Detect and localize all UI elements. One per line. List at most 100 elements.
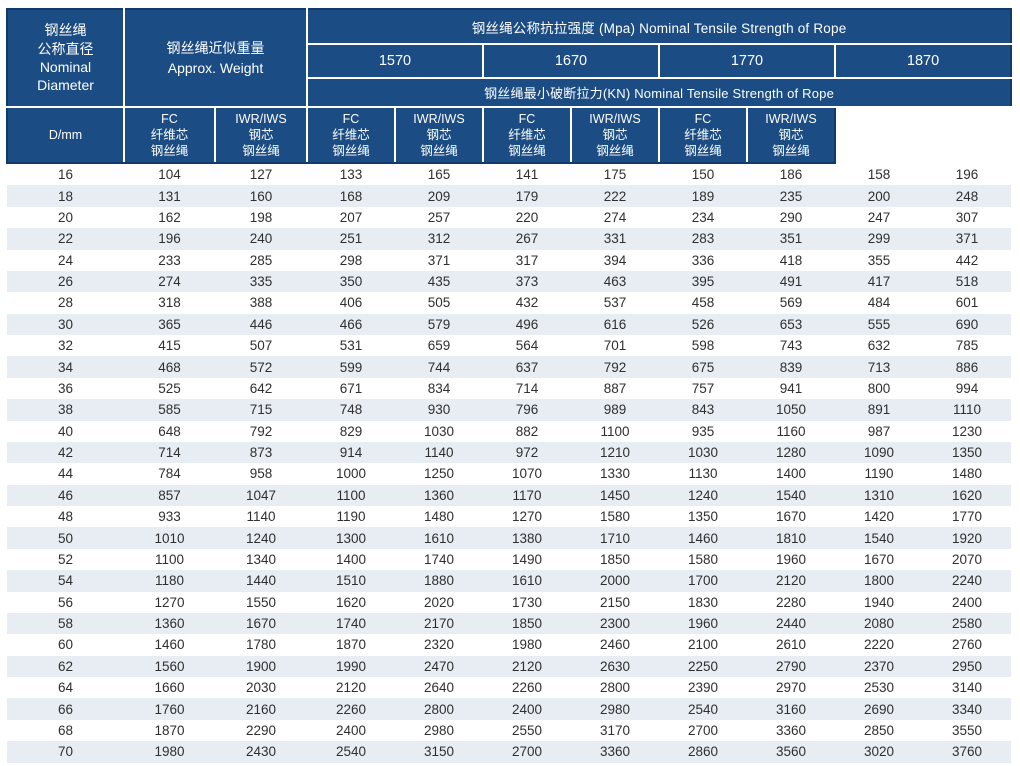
value-cell: 989 — [603, 402, 627, 418]
value-cell: 2860 — [687, 744, 719, 760]
value-cell: 1360 — [154, 616, 185, 632]
value-cell: 2220 — [863, 637, 895, 653]
value-cell: 1210 — [599, 445, 631, 461]
value-cell: 2400 — [335, 722, 367, 738]
table-header: 钢丝绳 公称直径 Nominal Diameter 钢丝绳近似重量 Approx… — [6, 7, 1013, 164]
diameter-header-line: Nominal — [39, 59, 92, 75]
table-row: 52 1100 1340 1400 1740 1490 1850 1580 1960 1670 20… — [7, 549, 1011, 570]
value-cell: 220 — [515, 209, 539, 225]
value-cell: 2950 — [952, 658, 983, 674]
value-cell: 930 — [427, 402, 451, 418]
value-cell: 2120 — [511, 658, 543, 674]
table-row: 36 525 642 671 834 714 887 757 941 800 994 — [7, 378, 1011, 399]
value-cell: 2260 — [511, 680, 543, 696]
weight-header: 钢丝绳近似重量 Approx. Weight — [123, 8, 308, 108]
table-row: 66 1760 2160 2260 2800 2400 2980 2540 3160 2690 33… — [7, 698, 1012, 720]
value-cell: 2030 — [245, 680, 277, 696]
value-cell: 537 — [603, 295, 627, 311]
header-row-top: 钢丝绳 公称直径 Nominal Diameter 钢丝绳近似重量 Approx… — [6, 7, 1013, 108]
value-cell: 2240 — [952, 573, 983, 589]
diameter-cell: 54 — [57, 573, 74, 589]
value-cell: 233 — [158, 252, 181, 268]
value-cell: 415 — [158, 338, 181, 354]
value-cell: 935 — [691, 423, 715, 439]
value-cell: 463 — [603, 274, 627, 290]
value-cell: 235 — [779, 188, 803, 204]
value-cell: 675 — [691, 359, 715, 375]
diameter-cell: 34 — [57, 359, 74, 375]
value-cell: 198 — [249, 209, 273, 225]
value-cell: 1780 — [245, 637, 277, 653]
value-cell: 133 — [339, 167, 363, 183]
value-cell: 839 — [779, 359, 803, 375]
value-cell: 257 — [427, 209, 451, 225]
grade-row: 1570 1670 1770 1870 — [7, 43, 1013, 79]
value-cell: 1180 — [154, 573, 185, 589]
value-cell: 466 — [339, 316, 363, 332]
value-cell: 1980 — [511, 637, 543, 653]
value-cell: 1400 — [775, 466, 807, 482]
value-cell: 3170 — [599, 722, 631, 738]
value-cell: 1740 — [335, 616, 367, 632]
value-cell: 247 — [867, 209, 891, 225]
value-cell: 168 — [339, 188, 363, 204]
value-cell: 2610 — [775, 637, 807, 653]
diameter-cell: 26 — [57, 274, 74, 290]
value-cell: 1400 — [335, 551, 367, 567]
value-cell: 350 — [339, 274, 363, 290]
value-cell: 525 — [158, 380, 181, 396]
value-cell: 1710 — [599, 530, 631, 546]
value-cell: 1450 — [599, 487, 631, 503]
value-cell: 1300 — [335, 530, 367, 546]
value-cell: 1047 — [245, 487, 277, 503]
value-cell: 1740 — [423, 551, 455, 567]
value-cell: 290 — [779, 209, 803, 225]
value-cell: 834 — [427, 380, 451, 396]
diameter-cell: 50 — [57, 530, 74, 546]
value-cell: 796 — [515, 402, 539, 418]
table-row: 26 274 335 350 435 373 463 395 491 417 518 — [7, 270, 1012, 293]
value-cell: 3340 — [952, 701, 983, 717]
value-cell: 248 — [955, 188, 979, 204]
table-row: 22 196 240 251 312 267 331 283 351 299 371 — [7, 228, 1012, 250]
value-cell: 331 — [603, 231, 627, 247]
diameter-header-line: Diameter — [37, 77, 94, 94]
value-cell: 659 — [427, 338, 451, 354]
value-cell: 2970 — [775, 680, 807, 696]
value-cell: 127 — [249, 167, 273, 183]
value-cell: 1960 — [775, 551, 807, 567]
value-cell: 1730 — [511, 594, 543, 610]
value-cell: 1670 — [775, 509, 807, 525]
diameter-cell: 18 — [57, 188, 74, 204]
value-cell: 564 — [515, 338, 539, 354]
diameter-cell: 24 — [57, 252, 74, 268]
table-row: 40 648 792 829 1030 882 1100 935 1160 987 1230 — [7, 421, 1011, 442]
value-cell: 351 — [779, 231, 803, 247]
diameter-cell: 30 — [57, 316, 74, 332]
value-cell: 507 — [249, 338, 273, 354]
value-cell: 1960 — [687, 616, 719, 632]
value-cell: 251 — [339, 231, 363, 247]
value-cell: 800 — [867, 380, 891, 396]
value-cell: 1610 — [423, 530, 455, 546]
value-cell: 891 — [867, 402, 891, 418]
value-cell: 186 — [779, 167, 803, 183]
table-row: 32 415 507 531 659 564 701 598 743 632 785 — [7, 335, 1011, 356]
value-cell: 3140 — [952, 680, 983, 696]
table-row: 16 104 127 133 165 141 175 150 186 158 196 — [7, 163, 1011, 185]
value-cell: 1980 — [154, 744, 185, 760]
table-row: 70 1980 2430 2540 3150 2700 3360 2860 3560 3020 37… — [7, 741, 1012, 763]
value-cell: 307 — [955, 209, 979, 225]
table-row: 50 1010 1240 1300 1610 1380 1710 1460 1810 1540 19… — [7, 527, 1012, 549]
value-cell: 601 — [955, 295, 979, 311]
value-cell: 2290 — [245, 722, 277, 738]
value-cell: 857 — [158, 487, 181, 503]
table-row: 42 714 873 914 1140 972 1210 1030 1280 1090 1350 — [7, 441, 1012, 464]
value-cell: 2630 — [599, 658, 631, 674]
value-cell: 598 — [691, 338, 715, 354]
value-cell: 843 — [691, 402, 715, 418]
value-cell: 209 — [427, 188, 451, 204]
value-cell: 526 — [691, 316, 715, 332]
value-cell: 283 — [691, 231, 715, 247]
diameter-cell: 42 — [57, 445, 74, 461]
